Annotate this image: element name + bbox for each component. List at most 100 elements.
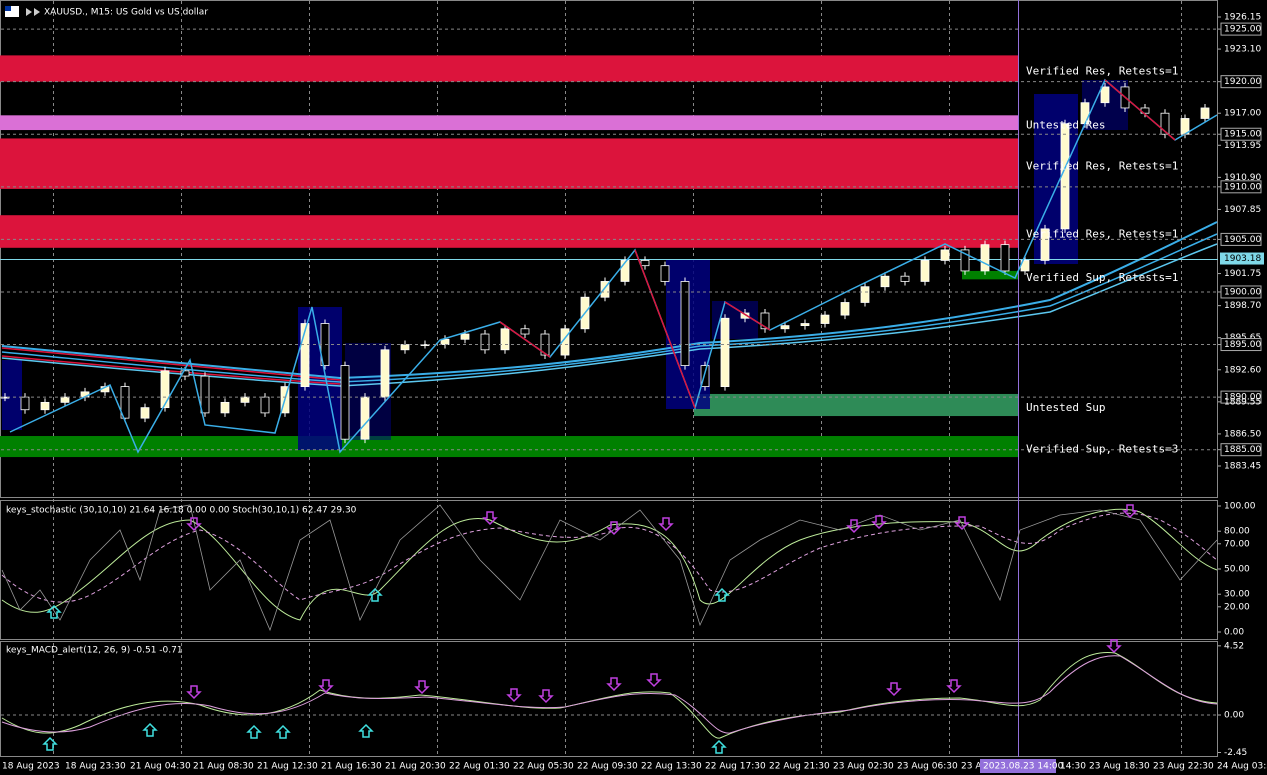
down-arrows: [186, 504, 1138, 704]
candle: [180, 370, 190, 377]
candle: [160, 370, 170, 409]
candle: [300, 323, 310, 388]
candle: [480, 333, 490, 351]
candle: [520, 328, 530, 335]
candle: [700, 365, 710, 388]
candle: [960, 249, 970, 272]
candle: [120, 386, 130, 419]
time-label: 23 Aug 02:30: [833, 762, 894, 772]
time-label: 18 Aug 2023: [2, 762, 60, 772]
stoch-main: [1, 508, 1218, 621]
candle: [780, 325, 790, 330]
current-price-label: 1903.18: [1224, 254, 1261, 264]
stoch-panel: [0, 500, 1218, 640]
stoch-tick-label: 20.00: [1224, 602, 1250, 612]
candle: [400, 344, 410, 351]
price-tick-label: 1913.95: [1224, 141, 1261, 151]
stoch-raw: [1, 504, 1218, 632]
zone: [694, 393, 1018, 417]
candle: [740, 312, 750, 319]
price-tick-label: 1925.00: [1224, 25, 1261, 35]
zone: [0, 55, 1018, 82]
macd-panel: [0, 641, 1218, 757]
macd-tick-label: 4.52: [1224, 641, 1244, 651]
zone-label: Verified Res, Retests=1: [1026, 65, 1178, 78]
candle: [840, 302, 850, 316]
macd-signal: [1, 655, 1218, 734]
candle: [140, 407, 150, 419]
candle: [940, 249, 950, 261]
time-label: 22 Aug 13:30: [641, 762, 702, 772]
candle: [20, 396, 30, 411]
stoch-tick-label: 70.00: [1224, 539, 1250, 549]
stoch-tick-label: 100.00: [1224, 502, 1256, 512]
stoch-tick-label: 80.00: [1224, 527, 1250, 537]
main-panel: [0, 0, 1218, 498]
price-tick-label: 1907.85: [1224, 205, 1261, 215]
candle: [860, 286, 870, 303]
price-tick-label: 1900.00: [1224, 287, 1261, 297]
zones: [0, 55, 1018, 458]
candle: [800, 323, 810, 327]
price-tick-label: 1892.60: [1224, 365, 1261, 375]
candle: [380, 349, 390, 398]
price-tick-label: 1883.45: [1224, 461, 1261, 471]
candle: [980, 244, 990, 272]
price-tick-label: 1885.00: [1224, 445, 1261, 455]
time-label: 24 Aug 03:30: [1217, 762, 1267, 772]
stoch-label: keys_stochastic (30,10,10) 21.64 16.18 0…: [6, 506, 357, 516]
flag-icon-part: [5, 6, 11, 11]
moving-averages: [1, 221, 1218, 387]
price-tick-label: 1901.75: [1224, 269, 1261, 279]
chart-title: XAUUSD., M15: US Gold vs US dollar: [44, 8, 208, 18]
candles: [0, 82, 1210, 444]
time-label: 23 A: [961, 762, 982, 772]
price-tick-label: 1898.70: [1224, 301, 1261, 311]
macd-tick-label: 0.00: [1224, 711, 1244, 721]
zone: [0, 215, 1018, 248]
price-tick-label: 1910.90: [1224, 173, 1261, 183]
macd-tick-label: -2.45: [1224, 748, 1247, 758]
time-label: 14:30: [1060, 762, 1086, 772]
crosshair-time: 2023.08.23 14:00: [983, 762, 1064, 772]
stoch-tick-label: 50.00: [1224, 565, 1250, 575]
time-label: 23 Aug 06:30: [897, 762, 958, 772]
candle: [1000, 244, 1010, 272]
zone-label: Verified Res, Retests=1: [1026, 160, 1178, 173]
candle: [600, 281, 610, 298]
flag-icon: [5, 6, 19, 17]
time-label: 21 Aug 16:30: [321, 762, 382, 772]
candle: [60, 396, 70, 403]
price-tick-label: 1890.00: [1224, 393, 1261, 403]
candle: [460, 333, 470, 340]
time-label: 22 Aug 05:30: [513, 762, 574, 772]
candle: [1040, 228, 1050, 261]
zigzag-down: [499, 79, 1176, 409]
candle: [560, 328, 570, 356]
macd-main: [1, 652, 1218, 739]
candle: [340, 365, 350, 440]
axes: 1926.15 1925.00 1923.10 1920.00 1917.00 1915.…: [1, 13, 1267, 773]
candle: [680, 281, 690, 366]
up-arrows: [42, 587, 730, 754]
time-label: 21 Aug 08:30: [193, 762, 254, 772]
zone: [0, 138, 1018, 189]
candle: [660, 265, 670, 282]
zone-label: Verified Sup, Retests=3: [1026, 443, 1178, 456]
zone: [962, 270, 1018, 280]
stoch-tick-label: 30.00: [1224, 590, 1250, 600]
time-label: 21 Aug 12:30: [257, 762, 318, 772]
zone-label: Untested Res: [1026, 119, 1105, 132]
candle: [1060, 123, 1070, 230]
candle: [640, 260, 650, 267]
time-label: 21 Aug 04:30: [130, 762, 191, 772]
price-tick-label: 1920.00: [1224, 77, 1261, 87]
price-tick-label: 1886.50: [1224, 429, 1261, 439]
candle: [880, 275, 890, 288]
candle: [260, 396, 270, 414]
candle: [620, 260, 630, 282]
candle: [240, 396, 250, 403]
zone: [0, 436, 1018, 458]
candle: [760, 312, 770, 330]
price-tick-label: 1923.10: [1224, 45, 1261, 55]
